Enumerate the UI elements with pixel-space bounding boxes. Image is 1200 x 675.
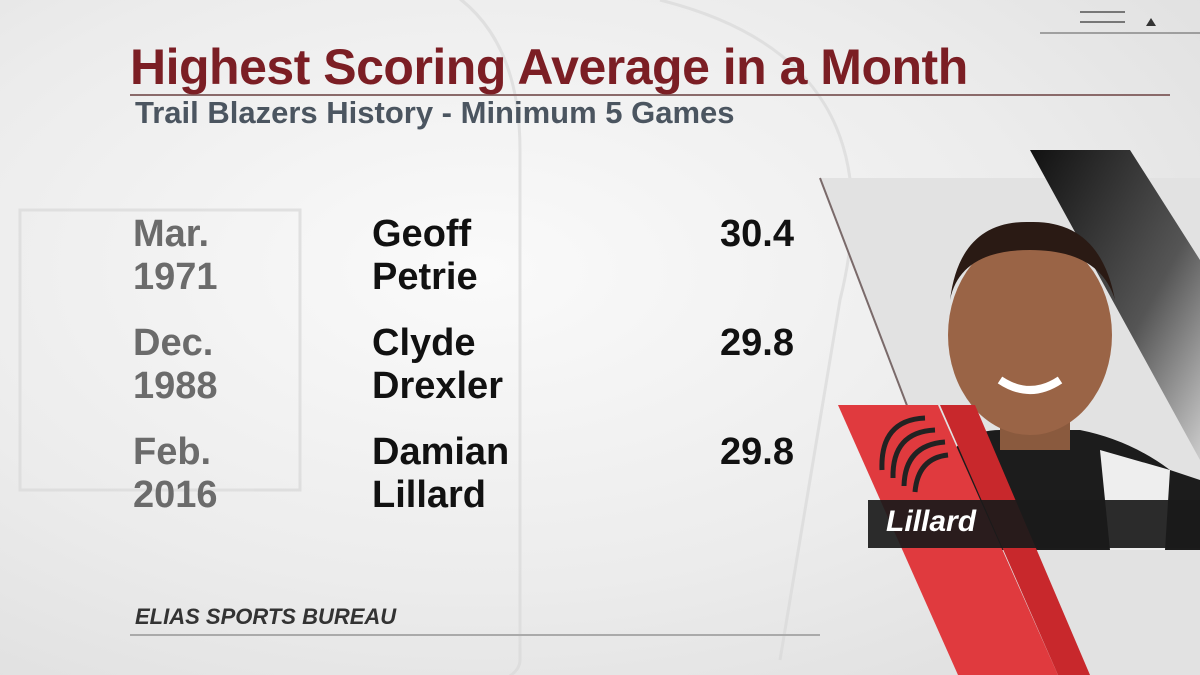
average: 29.8 xyxy=(720,431,794,473)
player-name: Clyde Drexler xyxy=(372,322,503,407)
player-name: Geoff Petrie xyxy=(372,213,478,298)
month: Feb. 2016 xyxy=(133,431,218,516)
subtitle: Trail Blazers History - Minimum 5 Games xyxy=(135,95,735,130)
player-name: Lillard xyxy=(886,505,977,538)
title: Highest Scoring Average in a Month xyxy=(130,39,968,95)
average: 30.4 xyxy=(720,213,794,255)
month: Mar. 1971 xyxy=(133,213,218,298)
average: 29.8 xyxy=(720,322,794,364)
source: ELIAS SPORTS BUREAU xyxy=(135,604,397,629)
month: Dec. 1988 xyxy=(133,322,218,407)
player-name: Damian Lillard xyxy=(372,431,510,516)
